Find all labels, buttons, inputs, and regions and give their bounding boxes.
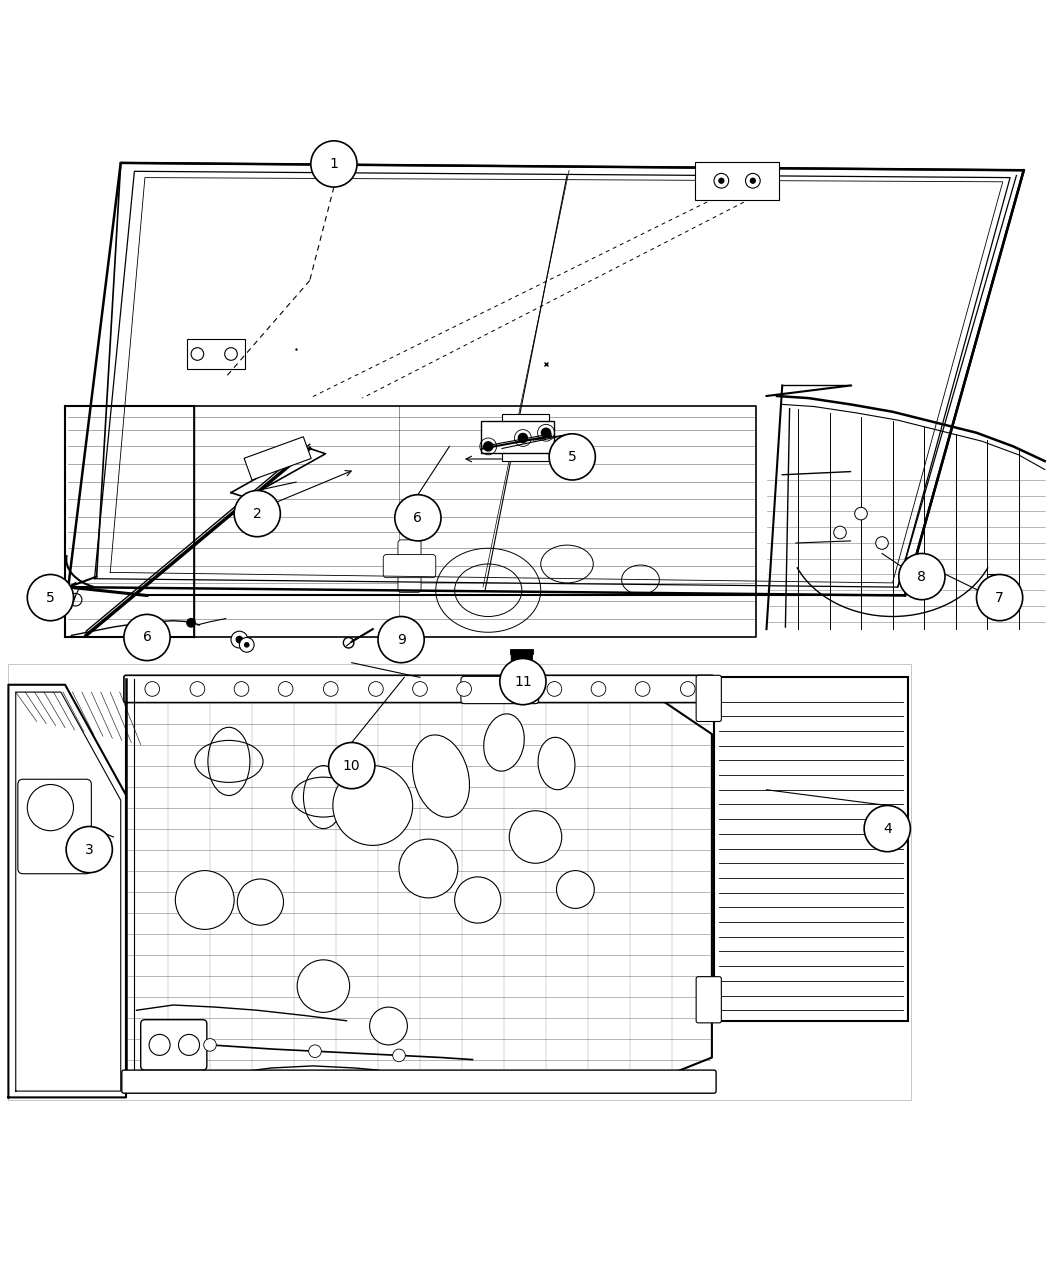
Circle shape: [976, 575, 1023, 621]
Circle shape: [187, 618, 195, 627]
Text: 10: 10: [343, 759, 360, 773]
Circle shape: [149, 1034, 170, 1056]
Text: 5: 5: [568, 450, 576, 464]
Circle shape: [245, 643, 249, 646]
Bar: [714, 677, 908, 1021]
Circle shape: [239, 638, 254, 653]
Text: 1: 1: [330, 157, 338, 171]
Circle shape: [547, 682, 562, 696]
Circle shape: [750, 177, 756, 184]
Circle shape: [899, 553, 945, 599]
Circle shape: [311, 140, 357, 187]
Circle shape: [864, 806, 910, 852]
Circle shape: [190, 682, 205, 696]
Circle shape: [502, 682, 517, 696]
Bar: [695, 162, 779, 200]
FancyBboxPatch shape: [122, 1070, 716, 1093]
Circle shape: [329, 742, 375, 789]
Ellipse shape: [538, 737, 575, 789]
FancyBboxPatch shape: [398, 539, 421, 593]
Bar: [481, 421, 554, 453]
FancyBboxPatch shape: [696, 977, 721, 1023]
Circle shape: [370, 1007, 407, 1046]
Bar: [714, 677, 908, 1021]
Circle shape: [378, 617, 424, 663]
Circle shape: [834, 527, 846, 539]
Circle shape: [413, 682, 427, 696]
Text: 4: 4: [883, 821, 891, 835]
FancyBboxPatch shape: [124, 676, 714, 703]
Text: 6: 6: [414, 511, 422, 525]
Circle shape: [680, 682, 695, 696]
Circle shape: [66, 826, 112, 872]
Circle shape: [145, 682, 160, 696]
Circle shape: [518, 432, 528, 444]
Circle shape: [234, 682, 249, 696]
Bar: [502, 414, 549, 462]
Circle shape: [237, 878, 284, 926]
Circle shape: [309, 1046, 321, 1057]
Circle shape: [635, 682, 650, 696]
Ellipse shape: [413, 734, 469, 817]
Circle shape: [204, 1039, 216, 1051]
FancyBboxPatch shape: [141, 1020, 207, 1070]
Circle shape: [175, 871, 234, 929]
Circle shape: [234, 491, 280, 537]
Circle shape: [541, 427, 551, 439]
Circle shape: [718, 177, 724, 184]
Circle shape: [278, 682, 293, 696]
Text: 5: 5: [46, 590, 55, 604]
Circle shape: [591, 682, 606, 696]
Circle shape: [483, 441, 493, 451]
Circle shape: [297, 960, 350, 1012]
Text: 3: 3: [85, 843, 93, 857]
Circle shape: [549, 434, 595, 479]
FancyBboxPatch shape: [18, 779, 91, 873]
Circle shape: [333, 765, 413, 845]
FancyBboxPatch shape: [461, 676, 539, 704]
Circle shape: [855, 507, 867, 520]
Polygon shape: [126, 677, 712, 1091]
Text: 9: 9: [397, 632, 405, 646]
Circle shape: [399, 839, 458, 898]
Bar: [187, 339, 245, 368]
Text: 7: 7: [995, 590, 1004, 604]
Circle shape: [393, 1049, 405, 1062]
Bar: [510, 649, 533, 654]
Circle shape: [231, 631, 248, 648]
Text: 6: 6: [143, 631, 151, 644]
Circle shape: [556, 871, 594, 908]
Circle shape: [457, 682, 471, 696]
Circle shape: [124, 615, 170, 660]
Circle shape: [236, 636, 243, 643]
FancyBboxPatch shape: [511, 652, 532, 681]
FancyBboxPatch shape: [383, 555, 436, 578]
Text: 8: 8: [918, 570, 926, 584]
Circle shape: [178, 1034, 200, 1056]
Circle shape: [369, 682, 383, 696]
FancyBboxPatch shape: [696, 676, 721, 722]
Circle shape: [27, 784, 74, 831]
Circle shape: [393, 635, 405, 646]
Circle shape: [500, 658, 546, 705]
Polygon shape: [8, 685, 126, 1098]
Circle shape: [876, 537, 888, 550]
Circle shape: [509, 811, 562, 863]
Circle shape: [455, 877, 501, 923]
Text: 11: 11: [514, 674, 531, 688]
Circle shape: [395, 495, 441, 541]
Ellipse shape: [484, 714, 524, 771]
Text: 2: 2: [253, 506, 261, 520]
Circle shape: [27, 575, 74, 621]
Circle shape: [323, 682, 338, 696]
Bar: [244, 437, 311, 479]
